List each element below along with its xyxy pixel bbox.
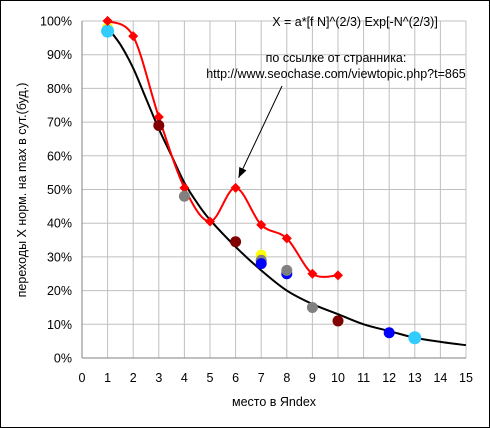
x-tick-label: 11: [357, 371, 370, 385]
x-tick-label: 10: [331, 371, 345, 385]
x-tick-label: 13: [408, 371, 422, 385]
x-tick-label: 14: [433, 371, 447, 385]
data-point: [332, 315, 344, 327]
red-series-marker: [153, 112, 164, 123]
red-series-marker: [179, 182, 190, 193]
x-tick-label: 5: [207, 371, 214, 385]
data-point: [153, 119, 165, 131]
x-tick-label: 3: [155, 371, 162, 385]
x-tick-label: 15: [459, 371, 473, 385]
red-series-marker: [230, 182, 241, 193]
tick-labels: 0 1 2 3 4 5 6 7 8 9 10 11 12 13 14 150%10%20%30%40%50%6…: [40, 15, 473, 386]
grid: [82, 20, 467, 358]
data-points: [101, 16, 422, 345]
x-tick-label: 12: [382, 371, 396, 385]
data-point: [255, 258, 267, 270]
data-point: [383, 327, 395, 339]
x-tick-label: 8: [283, 371, 290, 385]
annotation-arrow-line: [238, 85, 283, 178]
data-point: [178, 190, 190, 202]
y-axis-label: переходы X норм. на max в сут.(буд.): [15, 83, 29, 298]
y-tick-label: 0%: [54, 352, 72, 366]
y-tick-label: 100%: [40, 15, 72, 29]
y-tick-label: 60%: [47, 149, 72, 163]
data-point: [101, 24, 115, 38]
x-tick-label: 4: [181, 371, 188, 385]
annotation-arrow-head: [238, 167, 247, 178]
y-tick-label: 40%: [47, 217, 72, 231]
x-tick-label: 0: [79, 371, 86, 385]
annotation-line-2: http://www.seochase.com/viewtopic.php?t=…: [206, 67, 466, 81]
red-series-marker: [128, 31, 139, 42]
x-tick-label: 6: [232, 371, 239, 385]
data-point: [230, 236, 242, 248]
annotation: [238, 85, 283, 178]
axes: [81, 21, 466, 359]
y-tick-label: 80%: [47, 82, 72, 96]
data-point: [281, 264, 293, 276]
data-point: [408, 331, 422, 345]
y-tick-label: 50%: [47, 183, 72, 197]
red-series-marker: [333, 270, 343, 281]
x-tick-label: 7: [258, 371, 265, 385]
x-tick-label: 9: [309, 371, 316, 385]
red-series-marker: [307, 268, 318, 279]
data-point: [306, 301, 318, 313]
y-tick-label: 70%: [47, 116, 72, 130]
red-series-marker: [102, 16, 113, 26]
y-tick-label: 20%: [47, 284, 72, 298]
x-tick-label: 1: [104, 371, 111, 385]
formula-text: X = a*[f N]^(2/3) Exp[-N^(2/3)]: [272, 15, 438, 29]
red-series-marker: [256, 219, 267, 230]
x-axis-label: место в Яndex: [232, 395, 317, 409]
y-tick-label: 90%: [47, 48, 72, 62]
x-tick-label: 2: [130, 371, 137, 385]
y-tick-label: 30%: [47, 250, 72, 264]
red-series-line: [107, 20, 339, 278]
red-series-marker: [281, 233, 292, 244]
red-series-marker: [205, 216, 215, 227]
y-tick-label: 10%: [47, 318, 72, 332]
annotation-line-1: по ссылке от странника:: [266, 51, 407, 65]
